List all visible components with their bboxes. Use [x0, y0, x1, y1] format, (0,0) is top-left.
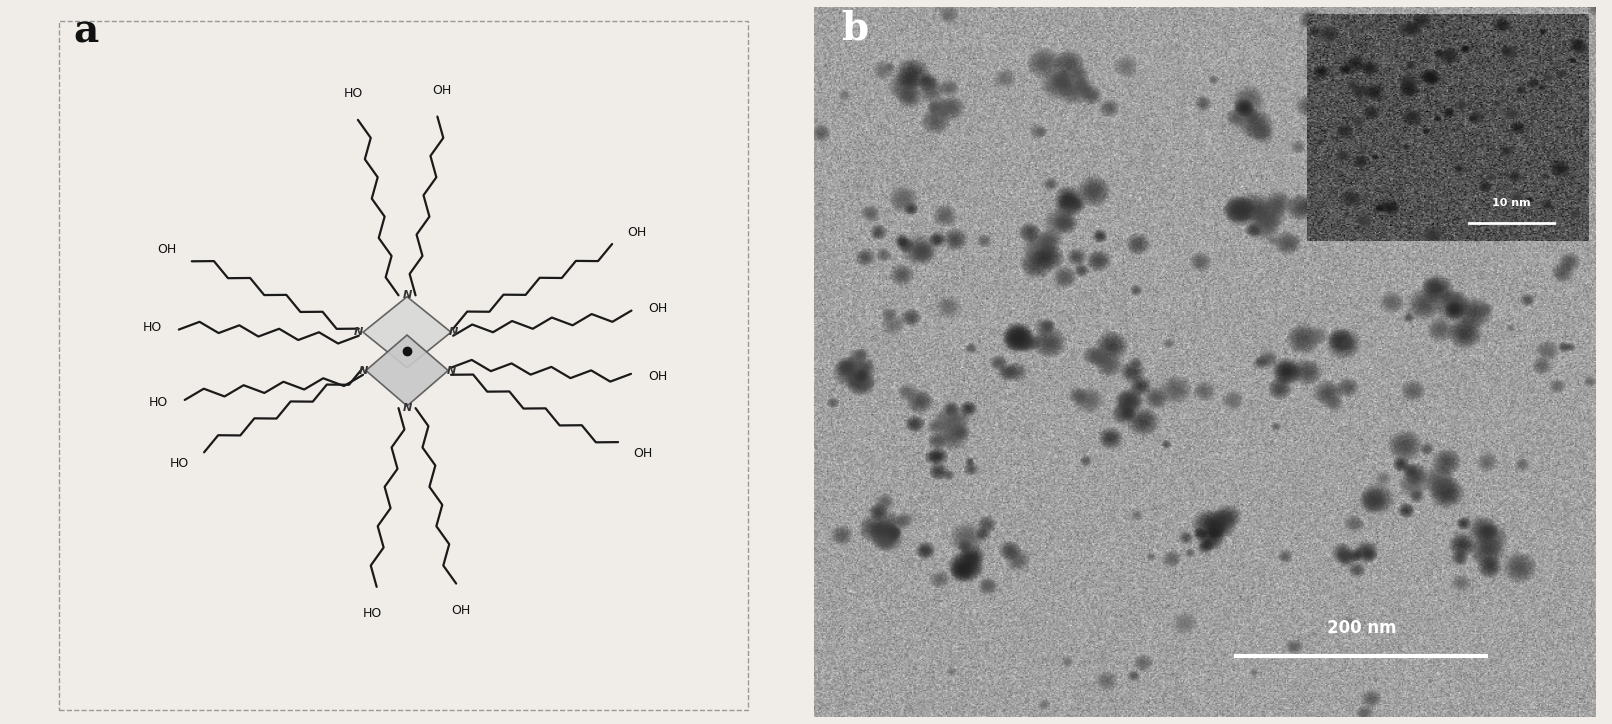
Polygon shape — [366, 335, 448, 406]
Text: HO: HO — [343, 87, 363, 100]
Text: b: b — [841, 9, 869, 47]
Text: OH: OH — [634, 447, 653, 460]
Text: a: a — [74, 13, 98, 51]
Text: HO: HO — [363, 607, 382, 620]
Bar — [60, 22, 748, 710]
Polygon shape — [363, 297, 451, 368]
Text: OH: OH — [627, 226, 646, 239]
Text: OH: OH — [648, 370, 667, 383]
Text: N: N — [358, 366, 368, 376]
Text: N: N — [403, 403, 411, 413]
Text: OH: OH — [158, 243, 177, 256]
Text: HO: HO — [169, 458, 189, 470]
Text: N: N — [447, 366, 456, 376]
Text: N: N — [448, 327, 458, 337]
Text: HO: HO — [148, 396, 168, 409]
Bar — [822, 22, 1580, 710]
Text: OH: OH — [648, 302, 667, 315]
Text: 200 nm: 200 nm — [1327, 618, 1396, 636]
Text: OH: OH — [432, 83, 451, 96]
Text: N: N — [403, 290, 411, 300]
Text: N: N — [355, 327, 363, 337]
Text: HO: HO — [142, 321, 161, 334]
Text: OH: OH — [451, 604, 471, 617]
